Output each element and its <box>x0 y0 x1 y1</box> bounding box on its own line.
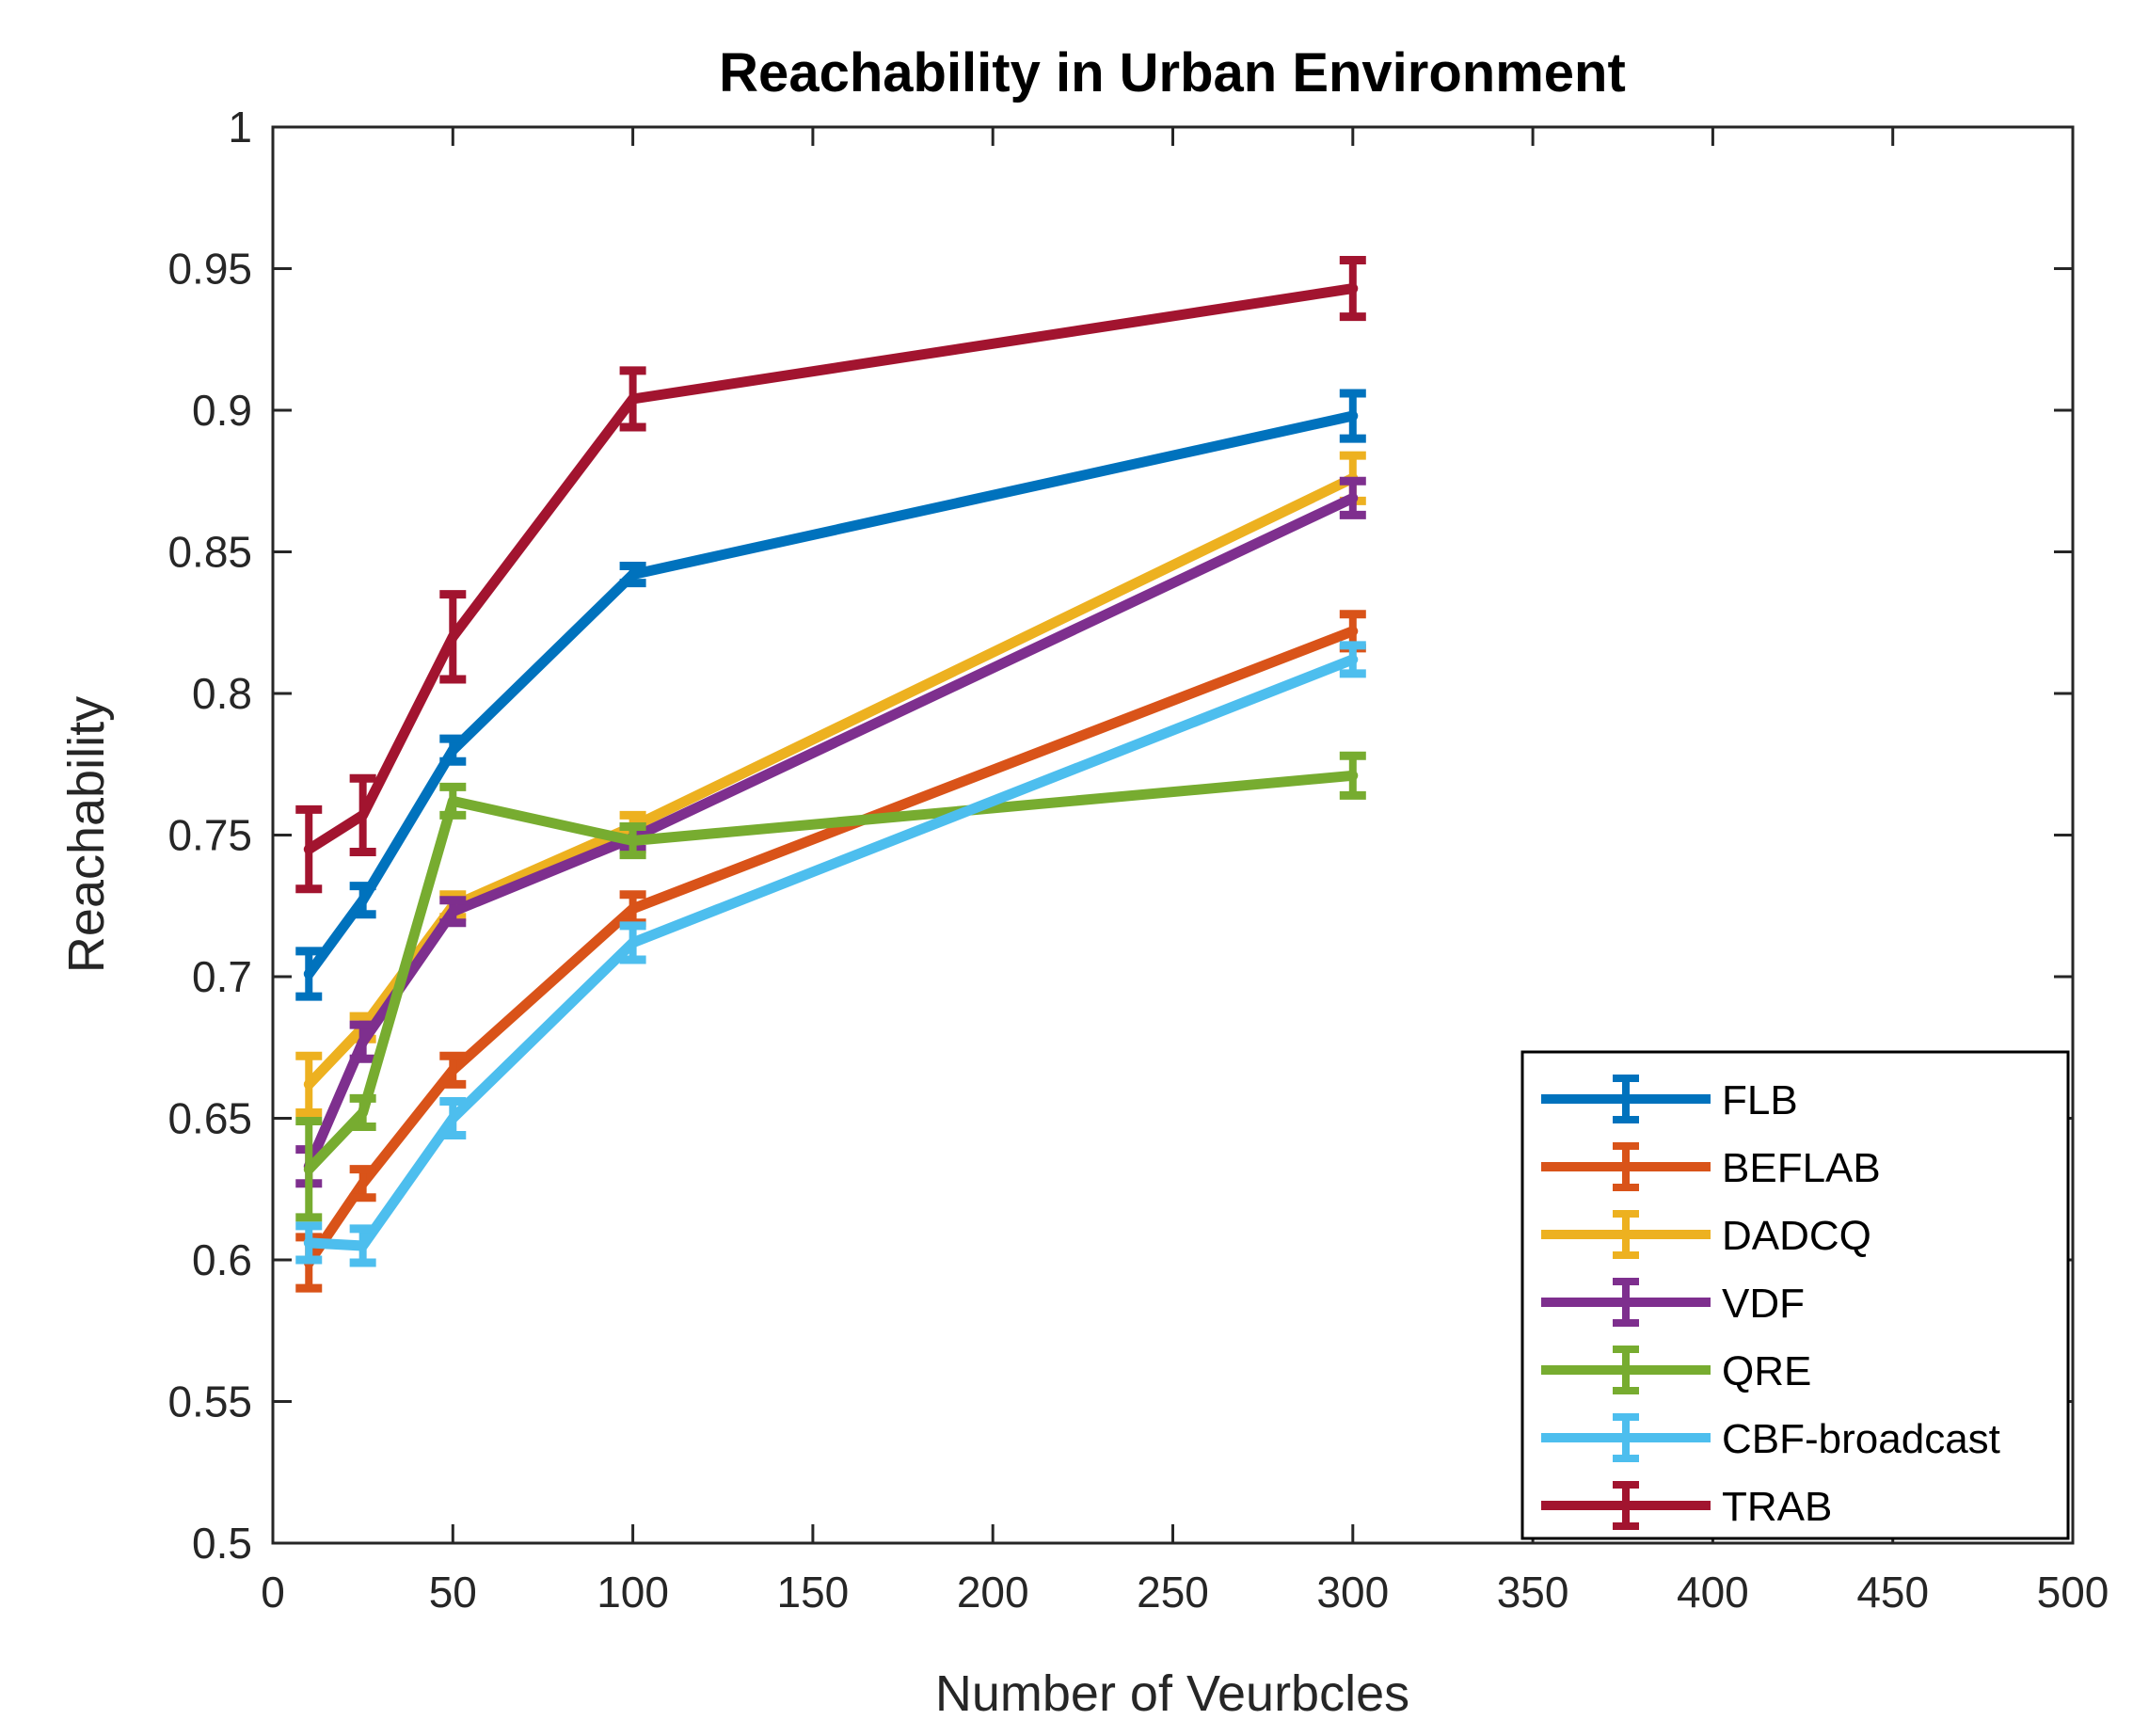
y-tick-label: 0.85 <box>167 528 252 577</box>
series-cbf-broadcast <box>295 641 1366 1267</box>
x-tick-label: 150 <box>777 1568 850 1617</box>
legend-label: TRAB <box>1722 1484 1832 1530</box>
error-bar-trab <box>349 773 376 857</box>
error-bar-cbf-broadcast <box>349 1224 376 1267</box>
legend-item: CBF-broadcast <box>1541 1413 2000 1462</box>
error-bar-cbf-broadcast <box>295 1221 323 1265</box>
error-bar-beflab <box>439 1051 467 1089</box>
error-bar-flb <box>619 562 646 588</box>
legend: FLB BEFLAB DADCQ VDF QRE CBF-broadcast TRAB <box>1520 1050 2070 1540</box>
plot-frame <box>271 125 2075 1545</box>
series-layer <box>295 255 1366 1293</box>
y-tick-label: 0.95 <box>167 245 252 294</box>
error-bar-vdf <box>439 896 467 928</box>
error-bar-vdf <box>1339 476 1366 519</box>
error-bar-trab <box>1339 255 1366 322</box>
error-bar-cbf-broadcast <box>619 921 646 964</box>
error-bar-flb <box>295 947 323 1001</box>
error-bar-dadcq <box>295 1051 323 1117</box>
legend-label: QRE <box>1722 1348 1811 1394</box>
legend-item: VDF <box>1541 1278 1805 1327</box>
error-bar-cbf-broadcast <box>1339 641 1366 678</box>
legend-item: QRE <box>1541 1346 1811 1394</box>
series-trab <box>295 255 1366 894</box>
legend-item: DADCQ <box>1541 1210 1871 1259</box>
legend-label: FLB <box>1722 1077 1798 1123</box>
x-tick-label: 50 <box>429 1568 477 1617</box>
error-bar-beflab <box>349 1165 376 1202</box>
y-tick-label: 0.7 <box>192 952 252 1001</box>
x-axis-label: Number of Veurbcles <box>935 1665 1409 1722</box>
error-bar-qre <box>439 782 467 820</box>
x-tick-label: 400 <box>1677 1568 1749 1617</box>
series-flb <box>295 389 1366 1001</box>
x-tick-label: 250 <box>1137 1568 1209 1617</box>
x-tick-label: 350 <box>1497 1568 1569 1617</box>
series-qre <box>295 751 1366 1222</box>
x-tick-label: 100 <box>597 1568 669 1617</box>
error-bar-qre <box>349 1093 376 1132</box>
legend-item: BEFLAB <box>1541 1142 1881 1191</box>
y-tick-label: 1 <box>228 103 252 151</box>
error-bar-flb <box>439 734 467 766</box>
legend-label: DADCQ <box>1722 1213 1871 1259</box>
y-tick-label: 0.55 <box>167 1378 252 1426</box>
legend-label: CBF-broadcast <box>1722 1416 2000 1462</box>
y-tick-label: 0.9 <box>192 386 252 435</box>
y-tick-label: 0.65 <box>167 1094 252 1143</box>
x-tick-label: 0 <box>261 1568 285 1617</box>
y-axis-label: Reachability <box>58 696 115 973</box>
x-tick-label: 500 <box>2037 1568 2109 1617</box>
y-tick-label: 0.5 <box>192 1519 252 1568</box>
error-bar-qre <box>295 1117 323 1222</box>
error-bar-trab <box>295 804 323 894</box>
error-bar-trab <box>439 590 467 684</box>
y-tick-label: 0.8 <box>192 669 252 718</box>
legend-label: BEFLAB <box>1722 1145 1881 1191</box>
x-tick-label: 450 <box>1856 1568 1929 1617</box>
x-tick-label: 200 <box>957 1568 1029 1617</box>
ticks-layer: 0 50 100 150 200 250 300 350 400 450 500 0.5 0.55 0.6… <box>167 103 2109 1617</box>
error-bar-cbf-broadcast <box>439 1096 467 1140</box>
error-bar-trab <box>619 366 646 432</box>
error-bar-flb <box>349 882 376 919</box>
legend-item: FLB <box>1541 1075 1798 1123</box>
error-bar-qre <box>619 821 646 860</box>
x-tick-label: 300 <box>1316 1568 1389 1617</box>
y-tick-label: 0.6 <box>192 1235 252 1284</box>
chart-title: Reachability in Urban Environment <box>719 42 1626 104</box>
legend-item: TRAB <box>1541 1481 1832 1530</box>
error-bar-flb <box>1339 389 1366 443</box>
error-bar-vdf <box>349 1020 376 1063</box>
error-bar-qre <box>1339 751 1366 800</box>
legend-label: VDF <box>1722 1281 1805 1327</box>
y-tick-label: 0.75 <box>167 811 252 860</box>
